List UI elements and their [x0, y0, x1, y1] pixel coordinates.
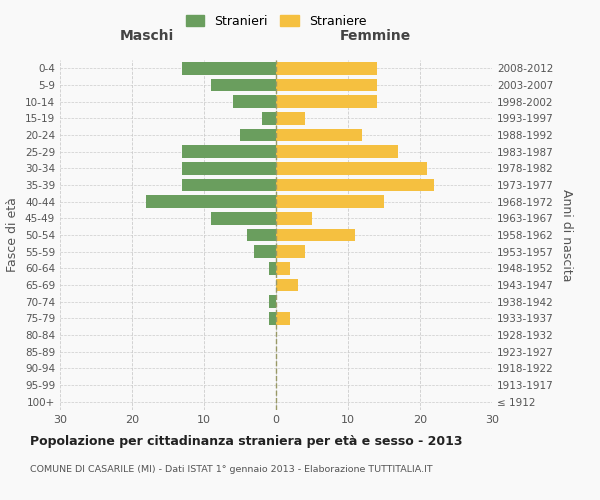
Bar: [211, 79, 276, 92]
Bar: [276, 279, 298, 291]
Bar: [182, 179, 276, 192]
Text: Popolazione per cittadinanza straniera per età e sesso - 2013: Popolazione per cittadinanza straniera p…: [30, 435, 463, 448]
Bar: [182, 146, 276, 158]
Bar: [262, 112, 276, 124]
Bar: [276, 112, 305, 124]
Y-axis label: Fasce di età: Fasce di età: [7, 198, 19, 272]
Bar: [269, 312, 276, 324]
Text: Maschi: Maschi: [119, 28, 173, 42]
Bar: [276, 179, 434, 192]
Bar: [276, 79, 377, 92]
Text: Femmine: Femmine: [340, 28, 411, 42]
Bar: [276, 146, 398, 158]
Bar: [146, 196, 276, 208]
Y-axis label: Anni di nascita: Anni di nascita: [560, 188, 573, 281]
Bar: [269, 262, 276, 274]
Bar: [276, 246, 305, 258]
Bar: [276, 96, 377, 108]
Bar: [276, 212, 312, 224]
Bar: [276, 312, 290, 324]
Bar: [247, 229, 276, 241]
Bar: [269, 296, 276, 308]
Bar: [276, 62, 377, 74]
Text: COMUNE DI CASARILE (MI) - Dati ISTAT 1° gennaio 2013 - Elaborazione TUTTITALIA.I: COMUNE DI CASARILE (MI) - Dati ISTAT 1° …: [30, 465, 433, 474]
Bar: [182, 62, 276, 74]
Bar: [240, 129, 276, 141]
Bar: [276, 229, 355, 241]
Bar: [233, 96, 276, 108]
Bar: [276, 129, 362, 141]
Legend: Stranieri, Straniere: Stranieri, Straniere: [182, 11, 370, 32]
Bar: [276, 162, 427, 174]
Bar: [254, 246, 276, 258]
Bar: [182, 162, 276, 174]
Bar: [276, 196, 384, 208]
Bar: [276, 262, 290, 274]
Bar: [211, 212, 276, 224]
